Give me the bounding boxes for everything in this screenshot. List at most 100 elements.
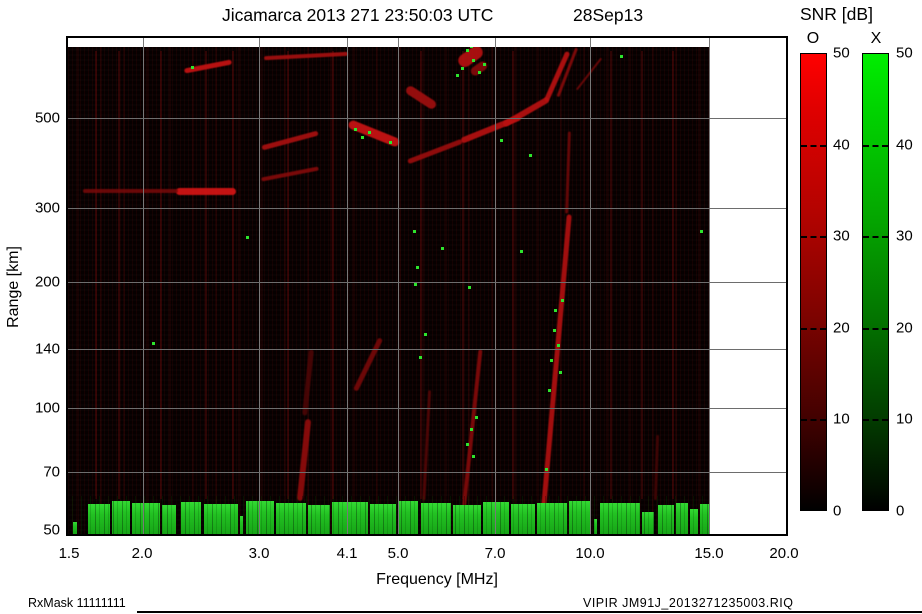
o-mode-colorbar bbox=[800, 53, 827, 511]
noise-band-bar bbox=[88, 504, 110, 534]
noise-band-bar bbox=[700, 504, 709, 534]
colorbar-tick-label: 40 bbox=[896, 136, 913, 154]
colorbar-tick-dash bbox=[863, 236, 888, 239]
gridline-horizontal bbox=[68, 408, 788, 409]
colorbar-tick-label: 40 bbox=[833, 136, 850, 154]
colorbar-tick-dash bbox=[801, 236, 826, 239]
noise-band-stripes bbox=[68, 496, 709, 536]
x-mode-label: X bbox=[870, 30, 882, 47]
echo-trace bbox=[540, 213, 572, 507]
noise-column bbox=[641, 51, 643, 499]
colorbar-tick-dash bbox=[801, 327, 826, 330]
noise-band-bar bbox=[181, 502, 201, 534]
colorbar-tick-label: 50 bbox=[833, 44, 850, 62]
colorbar-tick-dash bbox=[801, 419, 826, 422]
x-mode-speck bbox=[500, 139, 503, 142]
noise-column bbox=[672, 51, 674, 499]
echo-trace bbox=[422, 390, 432, 500]
noise-column bbox=[512, 51, 514, 499]
y-tick-label: 300 bbox=[34, 199, 60, 217]
x-mode-speck bbox=[554, 309, 557, 312]
colorbar-tick-label: 50 bbox=[896, 44, 913, 62]
colorbar-tick-dash bbox=[863, 327, 888, 330]
noise-band-bar bbox=[246, 501, 274, 534]
noise-band-bar bbox=[690, 509, 698, 534]
gridline-vertical bbox=[709, 37, 710, 536]
x-tick-label: 4.1 bbox=[336, 545, 358, 562]
colorbar-tick-label: 10 bbox=[833, 410, 850, 428]
gridline-horizontal bbox=[68, 282, 788, 283]
colorbar-tick-label: 30 bbox=[833, 227, 850, 245]
noise-band-bar bbox=[398, 501, 418, 534]
noise-column bbox=[232, 51, 234, 499]
rx-mask-text: RxMask 11111111 bbox=[28, 596, 126, 610]
noise-band-bar bbox=[132, 503, 160, 534]
x-tick-label: 15.0 bbox=[694, 545, 724, 562]
colorbar-tick-dash bbox=[863, 144, 888, 147]
colorbar-tick-dash bbox=[863, 419, 888, 422]
gridline-horizontal bbox=[68, 208, 788, 209]
x-mode-speck bbox=[389, 141, 392, 144]
x-axis-title: Frequency [MHz] bbox=[376, 571, 498, 588]
x-tick-label: 3.0 bbox=[248, 545, 270, 562]
x-tick-label: 10.0 bbox=[575, 545, 605, 562]
x-mode-speck bbox=[414, 283, 417, 286]
plot-title: Jicamarca 2013 271 23:50:03 UTC bbox=[222, 5, 494, 25]
x-mode-speck bbox=[620, 55, 623, 58]
noise-band-bar bbox=[676, 503, 688, 534]
x-mode-speck bbox=[424, 333, 427, 336]
echo-trace bbox=[261, 166, 319, 182]
x-mode-speck bbox=[548, 389, 551, 392]
colorbar-title: SNR [dB] bbox=[800, 4, 873, 24]
gridline-horizontal bbox=[68, 472, 788, 473]
gridline-vertical bbox=[347, 37, 348, 536]
noise-band-bar bbox=[162, 505, 176, 534]
x-mode-speck bbox=[413, 230, 416, 233]
colorbar-tick-label: 20 bbox=[833, 319, 850, 337]
o-mode-label: O bbox=[806, 30, 820, 47]
x-mode-speck bbox=[559, 371, 562, 374]
echo-trace bbox=[575, 57, 603, 91]
noise-column bbox=[118, 51, 120, 499]
y-tick-label: 50 bbox=[43, 521, 60, 539]
x-mode-speck bbox=[557, 344, 560, 347]
noise-band-bar bbox=[240, 516, 243, 534]
gridline-vertical bbox=[259, 37, 260, 536]
colorbar-tick-label: 0 bbox=[833, 502, 842, 520]
colorbar-tick-label: 30 bbox=[896, 227, 913, 245]
y-tick-label: 500 bbox=[34, 109, 60, 127]
noise-column bbox=[610, 51, 612, 499]
noise-band-bar bbox=[332, 502, 368, 534]
noise-band-bar bbox=[370, 504, 396, 534]
file-name-text: VIPIR JM91J_2013271235003.RIQ bbox=[583, 596, 794, 610]
noise-band-bar bbox=[421, 503, 451, 534]
x-tick-label: 2.0 bbox=[131, 545, 153, 562]
x-mode-speck bbox=[441, 247, 444, 250]
x-mode-speck bbox=[470, 47, 473, 48]
gridline-horizontal bbox=[68, 349, 788, 350]
noise-band-bar bbox=[483, 502, 509, 534]
echo-trace bbox=[565, 130, 571, 214]
y-axis-title: Range [km] bbox=[5, 246, 22, 328]
noise-band-bar bbox=[600, 503, 640, 534]
noise-band-bar bbox=[594, 519, 597, 534]
noise-band-bar bbox=[642, 512, 654, 534]
x-mode-speck bbox=[466, 443, 469, 446]
x-mode-colorbar bbox=[862, 53, 889, 511]
y-tick-label: 200 bbox=[34, 273, 60, 291]
x-mode-speck bbox=[472, 59, 475, 62]
noise-column bbox=[95, 51, 97, 499]
x-mode-speck bbox=[191, 66, 194, 69]
echo-trace bbox=[261, 130, 319, 150]
x-mode-speck bbox=[553, 329, 556, 332]
noise-column bbox=[205, 51, 207, 499]
x-mode-speck bbox=[456, 74, 459, 77]
x-tick-label: 1.5 bbox=[58, 545, 80, 562]
y-tick-label: 140 bbox=[34, 340, 60, 358]
noise-band-bar bbox=[453, 505, 481, 534]
echo-trace bbox=[176, 187, 236, 195]
noise-band-bar bbox=[511, 504, 535, 534]
noise-band-bar bbox=[537, 503, 567, 534]
noise-column bbox=[287, 51, 289, 499]
noise-band-bar bbox=[112, 501, 130, 534]
